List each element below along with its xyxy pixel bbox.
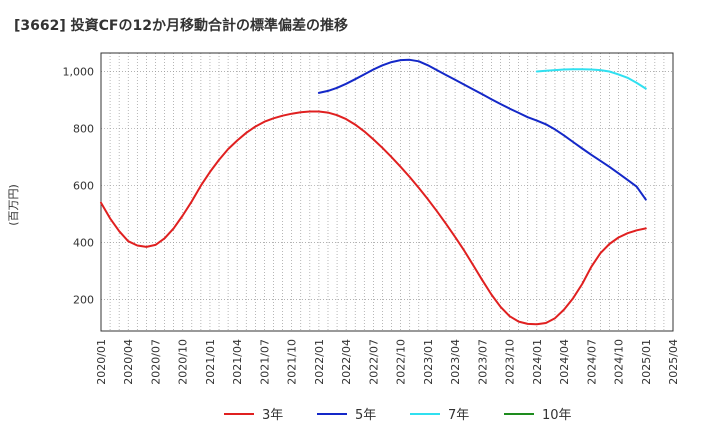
- x-tick-label: 2024/01: [531, 339, 544, 385]
- y-tick-label: 800: [73, 123, 94, 136]
- y-tick-label: 200: [73, 294, 94, 307]
- x-tick-label: 2022/07: [367, 339, 380, 385]
- y-tick-label: 400: [73, 237, 94, 250]
- x-tick-label: 2023/10: [504, 339, 517, 385]
- legend-label: 7年: [448, 408, 469, 423]
- x-tick-label: 2020/04: [122, 339, 135, 385]
- series-lines: [100, 58, 647, 326]
- x-tick-label: 2021/07: [258, 339, 271, 385]
- x-tick-label: 2022/04: [340, 339, 353, 385]
- chart-title: [3662] 投資CFの12か月移動合計の標準偏差の推移: [14, 17, 348, 34]
- x-tick-label: 2024/07: [585, 339, 598, 385]
- y-tick-label: 1,000: [63, 66, 95, 79]
- x-tick-label: 2024/04: [558, 339, 571, 385]
- x-axis: 2020/01 2020/04 2020/07 2020/10 2021/01 2021/…: [95, 339, 680, 385]
- x-tick-label: 2024/10: [613, 339, 626, 385]
- x-tick-label: 2020/10: [177, 339, 190, 385]
- x-tick-label: 2020/01: [95, 339, 108, 385]
- x-tick-label: 2025/01: [640, 339, 653, 385]
- x-tick-label: 2023/01: [422, 339, 435, 385]
- x-tick-label: 2023/07: [476, 339, 489, 385]
- grid: [101, 53, 673, 331]
- x-tick-label: 2020/07: [149, 339, 162, 385]
- y-tick-label: 600: [73, 180, 94, 193]
- x-tick-label: 2022/10: [395, 339, 408, 385]
- legend-label: 5年: [355, 408, 376, 423]
- legend-label: 10年: [542, 408, 572, 423]
- plot-area: [100, 52, 674, 332]
- x-tick-label: 2025/04: [667, 339, 680, 385]
- legend: 3年 5年 7年 10年: [224, 408, 572, 423]
- x-tick-label: 2021/01: [204, 339, 217, 385]
- y-axis: 200 400 600 800 1,000: [63, 66, 95, 307]
- x-tick-label: 2021/10: [286, 339, 299, 385]
- x-tick-label: 2023/04: [449, 339, 462, 385]
- x-tick-label: 2021/04: [231, 339, 244, 385]
- x-tick-label: 2022/01: [313, 339, 326, 385]
- y-axis-label: (百万円): [7, 184, 20, 226]
- series-line-1: [100, 110, 647, 326]
- legend-label: 3年: [262, 408, 283, 423]
- series-line-2: [317, 58, 647, 201]
- series-line-3: [535, 68, 647, 90]
